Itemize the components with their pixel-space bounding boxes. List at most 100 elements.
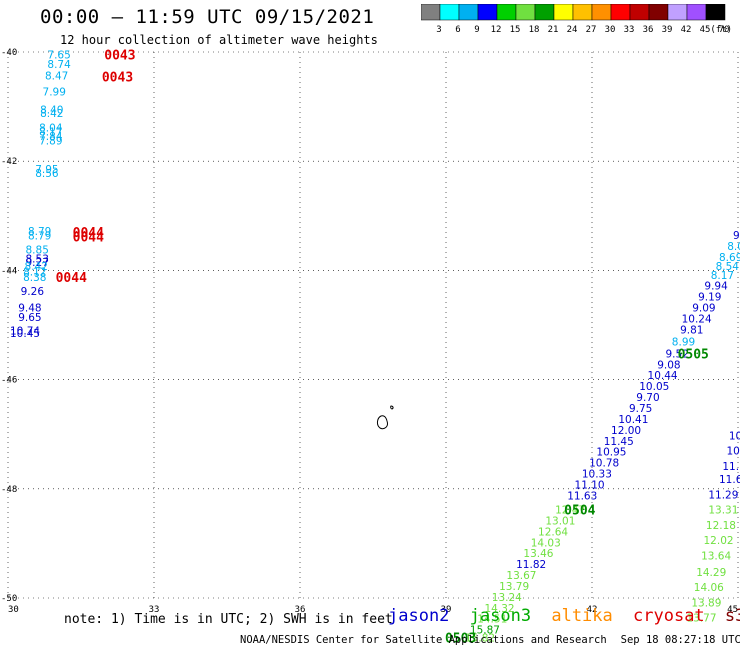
swh-value-label: 9.52 xyxy=(665,348,688,360)
colorbar-label: 30 xyxy=(605,25,616,34)
swh-value-label: 9.70 xyxy=(636,392,659,404)
swh-value-label: 8.38 xyxy=(23,272,46,284)
axis-labels: 30 33 36 39 42 45 -50 -48 -46 -44 -42 -40 xyxy=(1,48,738,615)
grid-lines xyxy=(7,51,739,599)
x-tick-label: 36 xyxy=(295,605,306,615)
swh-value-label: 14.06 xyxy=(694,582,724,594)
pass-time-label: 0503 xyxy=(445,631,476,646)
swh-value-label: 12.47 xyxy=(555,505,585,517)
swh-value-label: 9.08 xyxy=(657,359,680,371)
colorbar-label: 12 xyxy=(491,25,502,34)
swh-value-label: 9.09 xyxy=(692,303,715,315)
x-tick-label: 39 xyxy=(441,605,452,615)
swh-value-label: 10.78 xyxy=(589,458,619,470)
swh-value-label: 10.95 xyxy=(596,447,626,459)
x-tick-label: 30 xyxy=(8,605,19,615)
swh-value-label: 13.31 xyxy=(708,505,738,517)
swh-value-label: 13.67 xyxy=(506,570,536,582)
colorbar-label: 39 xyxy=(662,25,673,34)
island-shape xyxy=(377,415,388,430)
colorbar-label: 21 xyxy=(548,25,559,34)
swh-value-label: 10 xyxy=(729,430,740,442)
x-tick-label: 45 xyxy=(727,605,738,615)
swh-value-label: 9.81 xyxy=(680,324,703,336)
swh-value-label: 8.99 xyxy=(672,336,695,348)
swh-value-label: 11.6 xyxy=(719,474,740,486)
data-points: 7.658.748.477.998.408.428.048.177.847.89… xyxy=(10,49,740,647)
islet-shape xyxy=(390,405,394,410)
legend-altika: altika xyxy=(551,606,613,626)
swh-value-label: 8.54 xyxy=(716,261,740,273)
swh-value-label: 8.53 xyxy=(26,253,49,265)
swh-value-label: 8.42 xyxy=(25,261,48,273)
swh-value-label: 10.41 xyxy=(618,414,648,426)
legend-jason2: jason2 xyxy=(388,606,450,626)
island-outline xyxy=(377,405,394,430)
swh-value-label: 8.47 xyxy=(45,70,68,82)
swh-value-label: 8.17 xyxy=(39,127,62,139)
swh-value-label: 11.29 xyxy=(708,489,738,501)
colorbar-label: 42 xyxy=(681,25,692,34)
swh-value-label: 9.19 xyxy=(698,292,721,304)
colorbar-label: 18 xyxy=(529,25,540,34)
swh-value-label: 13.01 xyxy=(545,515,575,527)
y-tick-label: -44 xyxy=(1,266,17,276)
swh-value-label: 13.77 xyxy=(686,613,716,625)
colorbar-label: 33 xyxy=(624,25,635,34)
swh-value-label: 8.74 xyxy=(47,59,71,71)
swh-value-label: 8.04 xyxy=(39,122,63,134)
swh-value-label: 9.75 xyxy=(629,403,652,415)
chart-subtitle: 12 hour collection of altimeter wave hei… xyxy=(60,33,378,47)
colorbar-label: 45 xyxy=(700,25,711,34)
swh-value-label: 8.56 xyxy=(35,168,59,180)
colorbar-label: 15 xyxy=(510,25,521,34)
swh-value-label: 14.32 xyxy=(485,603,515,615)
x-tick-label: 33 xyxy=(149,605,160,615)
swh-value-label: 8.17 xyxy=(711,270,734,282)
swh-value-label: 10.74 xyxy=(10,325,40,337)
pass-time-label: 0044 xyxy=(73,231,104,246)
swh-value-label: 13.24 xyxy=(492,592,522,604)
pass-time-label: 0504 xyxy=(564,504,595,519)
color-scale-legend: 3 6 9 12 15 18 21 24 27 30 33 36 39 42 45 70(ft) xyxy=(421,4,732,34)
swh-value-label: 9.26 xyxy=(21,286,45,298)
colorbar-label: 24 xyxy=(567,25,578,34)
swh-value-label: 7.65 xyxy=(47,50,70,62)
legend-s3a: s3a xyxy=(724,606,740,626)
swh-value-label: 10 xyxy=(726,446,739,458)
colorbar-label: 9 xyxy=(474,25,479,34)
pass-time-label: 0044 xyxy=(73,226,104,241)
pass-time-label: 0043 xyxy=(104,49,135,64)
swh-value-label: 7.95 xyxy=(35,164,58,176)
colorbar-label: 3 xyxy=(436,25,441,34)
swh-value-label: 7.84 xyxy=(39,131,63,143)
swh-value-label: 7.99 xyxy=(43,86,66,98)
swh-value-label: 15.87 xyxy=(470,625,500,637)
pass-time-label: 0043 xyxy=(102,71,133,86)
x-tick-label: 42 xyxy=(587,605,598,615)
colorbar-unit: (ft) xyxy=(710,25,732,34)
swh-value-label: 10.24 xyxy=(682,313,712,325)
swh-value-label: 14.03 xyxy=(531,537,561,549)
pass-time-label: 0505 xyxy=(678,347,709,362)
swh-value-label: 10.05 xyxy=(639,381,669,393)
swh-value-label: 14.51 xyxy=(477,614,507,626)
swh-value-label: 12.02 xyxy=(704,535,734,547)
colorbar-label: 36 xyxy=(643,25,654,34)
swh-value-label: 15.82 xyxy=(465,632,495,644)
swh-value-label: 9.48 xyxy=(18,303,41,315)
units-note: note: 1) Time is in UTC; 2) SWH is in fe… xyxy=(64,612,393,627)
swh-value-label: 12.18 xyxy=(706,520,736,532)
swh-value-label: 11.10 xyxy=(575,479,605,491)
swh-value-label: 11.63 xyxy=(567,490,597,502)
y-tick-label: -48 xyxy=(1,485,17,495)
swh-value-label: 11.82 xyxy=(516,559,546,571)
legend-jason3: jason3 xyxy=(469,606,532,626)
legend-cryosat: cryosat xyxy=(633,606,705,626)
swh-value-label: 8.79 xyxy=(28,226,51,238)
swh-value-label: 10.45 xyxy=(10,328,40,340)
swh-value-label: 13.46 xyxy=(523,548,553,560)
colorbar-swatch xyxy=(705,4,726,21)
credit-timestamp: Sep 18 08:27:18 UTC 2021 xyxy=(620,634,740,646)
